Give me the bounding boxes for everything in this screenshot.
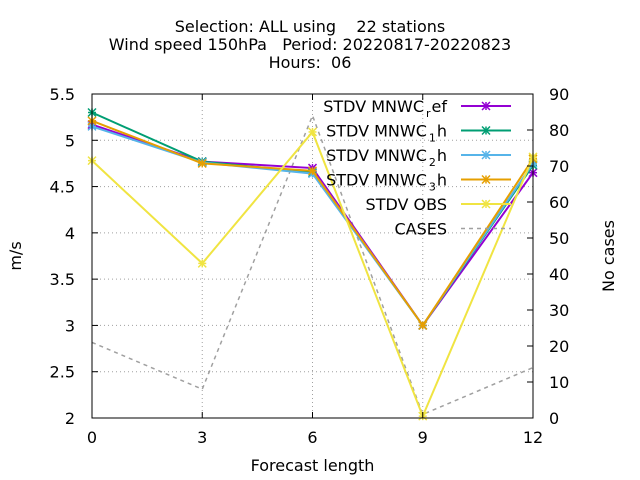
y-tick-label: 3.5: [50, 270, 75, 289]
legend-label: STDV MNWC 1h: [326, 122, 447, 145]
y2-tick-label: 0: [549, 409, 559, 428]
legend-label: STDV MNWC 2h: [326, 146, 447, 169]
x-tick-label: 12: [523, 428, 543, 447]
legend-item-cases: CASES: [394, 220, 511, 239]
legend-item-stdv-mnwc-3h: STDV MNWC 3h: [326, 171, 511, 194]
series-line-stdv-mnwc-2h: [91, 125, 534, 328]
legend-label: STDV MNWC ref: [323, 97, 447, 120]
title-line-2: Wind speed 150hPa Period: 20220817-20220…: [109, 35, 511, 54]
y-tick-label: 2: [65, 409, 75, 428]
legend-item-stdv-mnwc-2h: STDV MNWC 2h: [326, 146, 511, 169]
y-tick-label: 4.5: [50, 178, 75, 197]
y2-tick-label: 10: [549, 373, 569, 392]
y-axis-label: m/s: [6, 241, 25, 270]
legend-item-stdv-mnwc-ref: STDV MNWC ref: [323, 97, 511, 120]
legend-marker: [481, 150, 491, 160]
data-point-stdv-mnwc-3h: [307, 166, 318, 176]
legend-marker: [481, 174, 491, 185]
data-point-stdv-mnwc-3h: [418, 320, 428, 330]
y2-tick-label: 60: [549, 193, 569, 212]
y2-tick-label: 70: [549, 157, 569, 176]
title-line-1: Selection: ALL using 22 stations: [175, 17, 445, 36]
y-tick-label: 2.5: [50, 363, 75, 382]
legend-label: STDV MNWC 3h: [326, 171, 447, 194]
title-line-3: Hours: 06: [269, 53, 352, 72]
y2-tick-label: 20: [549, 337, 569, 356]
axis-ticks: 0 3 6 9 12 2 2.5 3 3.5 4 4.5 5 5.5 0 10 20 30 40 50 60 70 80 9…: [50, 85, 570, 447]
legend-label: STDV OBS: [366, 195, 447, 214]
data-point-stdv-mnwc-3h: [197, 158, 207, 168]
legend-item-stdv-obs: STDV OBS: [366, 195, 511, 214]
x-tick-label: 6: [307, 428, 317, 447]
y-tick-label: 3: [65, 316, 75, 335]
y-tick-label: 5: [65, 131, 75, 150]
grid: [92, 94, 533, 418]
legend-marker: [481, 101, 491, 111]
legend-marker: [481, 199, 491, 209]
x-tick-label: 9: [418, 428, 428, 447]
y-tick-label: 4: [65, 224, 75, 243]
data-point-stdv-obs: [307, 127, 318, 137]
legend-label: CASES: [394, 220, 447, 239]
y2-tick-label: 80: [549, 121, 569, 140]
y-tick-label: 5.5: [50, 85, 75, 104]
legend-item-stdv-mnwc-1h: STDV MNWC 1h: [326, 122, 511, 145]
y2-tick-label: 40: [549, 265, 569, 284]
y2-tick-label: 90: [549, 85, 569, 104]
data-point-stdv-obs: [197, 258, 207, 268]
x-axis-label: Forecast length: [251, 456, 375, 475]
x-tick-label: 3: [197, 428, 207, 447]
y2-axis-label: No cases: [599, 220, 618, 292]
y2-tick-label: 50: [549, 229, 569, 248]
y2-tick-label: 30: [549, 301, 569, 320]
x-tick-label: 0: [87, 428, 97, 447]
legend-marker: [481, 125, 491, 136]
